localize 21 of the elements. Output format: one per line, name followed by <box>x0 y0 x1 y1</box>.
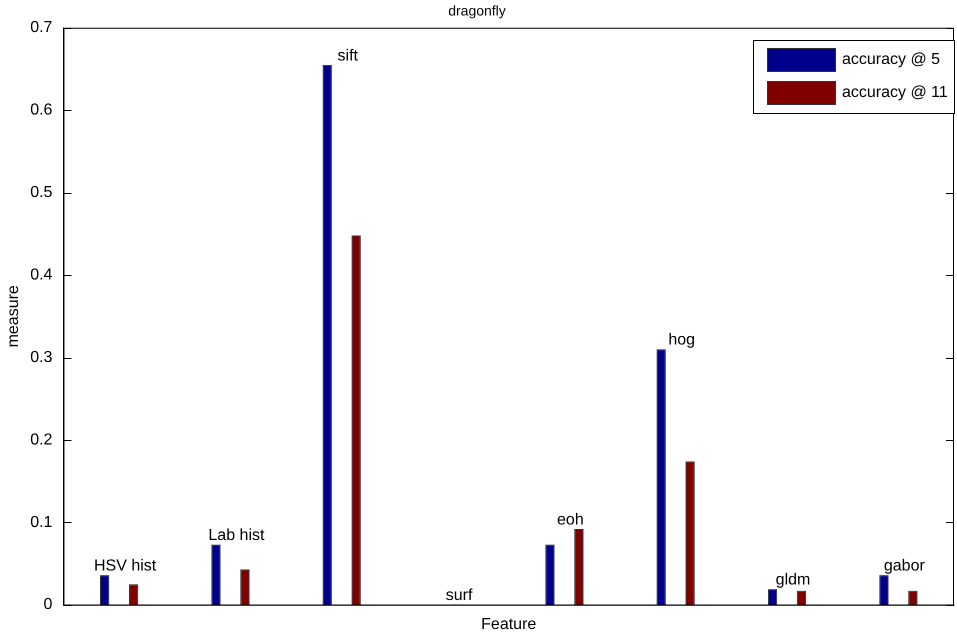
x-tick-label: surf <box>446 587 473 604</box>
y-tick-label: 0 <box>44 596 53 614</box>
y-tick-label: 0.4 <box>30 266 53 284</box>
x-tick-label: hog <box>668 332 696 349</box>
chart-title: dragonfly <box>448 2 506 18</box>
x-tick-label: sift <box>338 47 359 64</box>
x-tick-label: Lab hist <box>208 527 265 544</box>
y-tick-label: 0.5 <box>30 184 53 202</box>
x-axis-title: Feature <box>481 616 536 633</box>
legend-label: accuracy @ 11 <box>842 84 948 102</box>
x-tick-label: eoh <box>557 511 584 528</box>
y-tick-label: 0.1 <box>30 514 53 531</box>
y-axis-title: measure <box>5 285 22 348</box>
y-tick-label: 0.7 <box>30 19 53 36</box>
legend-label: accuracy @ 5 <box>842 51 940 70</box>
x-tick-label: HSV hist <box>94 558 157 575</box>
y-tick-label: 0.3 <box>30 348 53 366</box>
y-tick-label: 0.2 <box>30 431 53 448</box>
x-tick-label: gldm <box>776 572 810 589</box>
y-tick-label: 0.6 <box>30 102 53 119</box>
x-tick-label: gabor <box>884 558 926 575</box>
